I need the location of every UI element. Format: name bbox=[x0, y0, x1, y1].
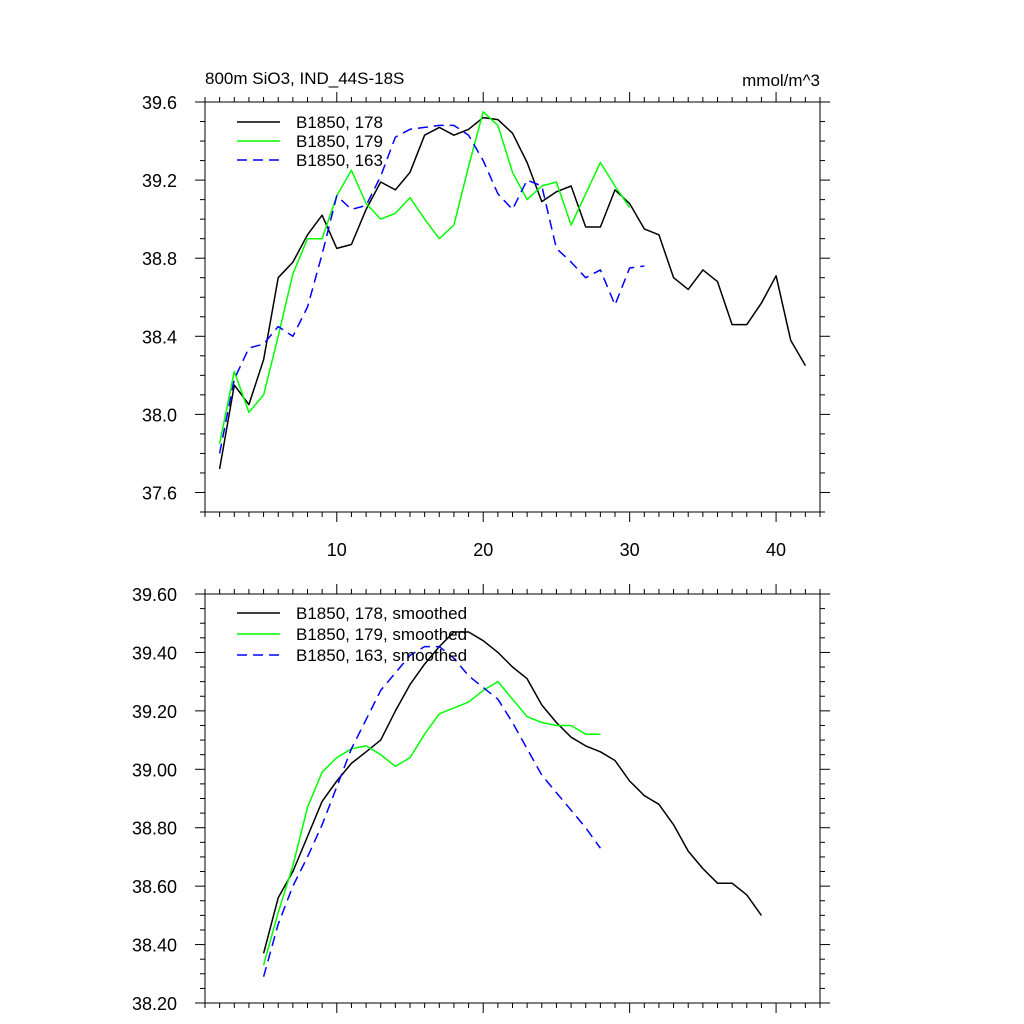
panel1-x-tick-label: 20 bbox=[473, 540, 493, 560]
panel1-chart-title: 800m SiO3, IND_44S-18S bbox=[205, 69, 404, 88]
panel2-y-tick-label: 39.40 bbox=[132, 643, 177, 663]
panel2-y-tick-label: 38.40 bbox=[132, 936, 177, 956]
panel2-series-line-1 bbox=[262, 631, 763, 954]
panel1-x-tick-label: 10 bbox=[327, 540, 347, 560]
panel1-y-tick-label: 37.6 bbox=[142, 483, 177, 503]
panel2-y-tick-label: 39.00 bbox=[132, 760, 177, 780]
panel2-y-tick-label: 38.60 bbox=[132, 877, 177, 897]
panel2-series-line-2 bbox=[262, 680, 601, 966]
panel1-y-tick-label: 38.8 bbox=[142, 249, 177, 269]
panel1-series-line-3 bbox=[218, 124, 645, 454]
panel2-y-tick-label: 39.20 bbox=[132, 702, 177, 722]
panel1-units-label: mmol/m^3 bbox=[742, 71, 820, 90]
panel2-legend-label-3: B1850, 163, smoothed bbox=[296, 646, 467, 665]
panel1-legend-label-3: B1850, 163 bbox=[296, 151, 383, 170]
panel2-y-tick-label: 38.80 bbox=[132, 819, 177, 839]
panel2-legend-label-2: B1850, 179, smoothed bbox=[296, 625, 467, 644]
panel1-y-tick-label: 38.4 bbox=[142, 327, 177, 347]
panel1-x-tick-label: 40 bbox=[766, 540, 786, 560]
panel1-legend-label-1: B1850, 178 bbox=[296, 113, 383, 132]
panel2-y-tick-label: 38.20 bbox=[132, 994, 177, 1014]
panel2-legend-label-1: B1850, 178, smoothed bbox=[296, 604, 467, 623]
panel2-series-line-3 bbox=[262, 645, 602, 977]
panel1-y-tick-label: 39.6 bbox=[142, 93, 177, 113]
panel1-x-tick-label: 30 bbox=[620, 540, 640, 560]
panel1-series-line-1 bbox=[218, 116, 807, 470]
panel1-legend-label-2: B1850, 179 bbox=[296, 132, 383, 151]
panel1-series-line-2 bbox=[218, 111, 631, 444]
panel2-y-tick-label: 39.60 bbox=[132, 585, 177, 605]
panel1-y-tick-label: 38.0 bbox=[142, 405, 177, 425]
panel1-y-tick-label: 39.2 bbox=[142, 171, 177, 191]
